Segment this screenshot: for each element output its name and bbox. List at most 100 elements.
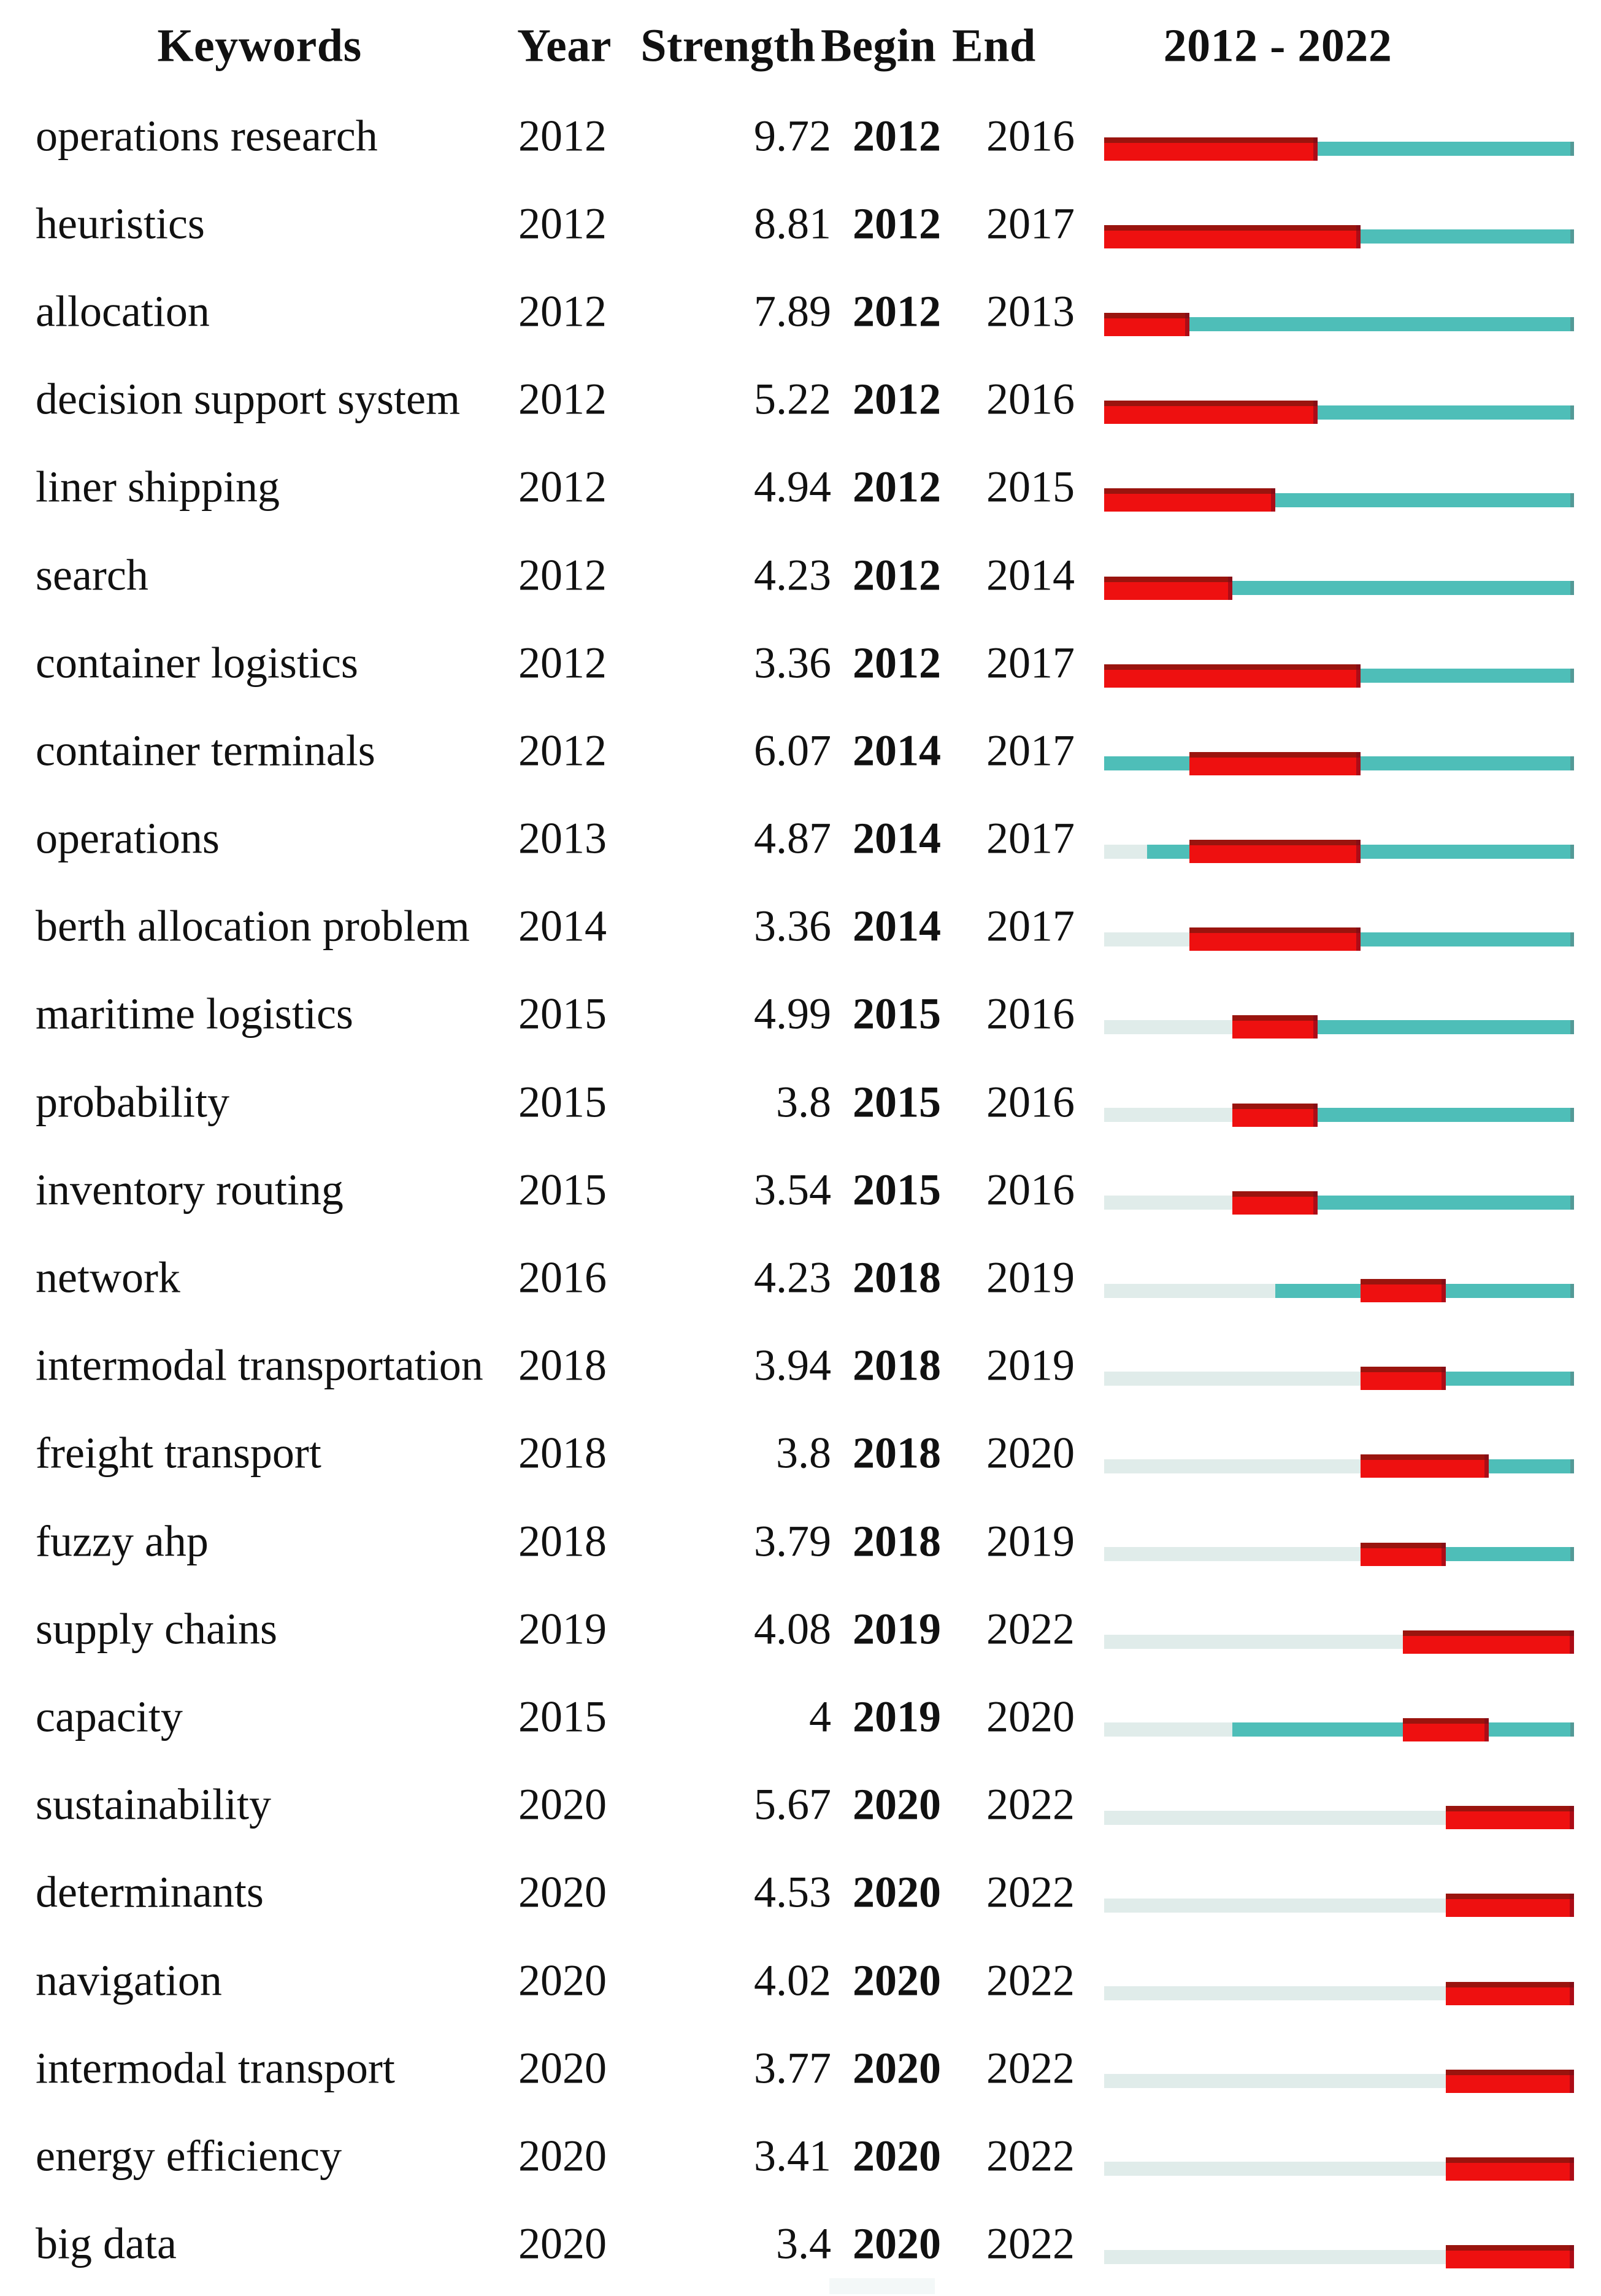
keyword-label: intermodal transport xyxy=(36,2043,395,2093)
pre-appearance-segment xyxy=(1104,1283,1275,1298)
strength-value: 3.41 xyxy=(754,2131,831,2181)
begin-value: 2012 xyxy=(853,199,941,248)
begin-value: 2015 xyxy=(853,1077,941,1127)
table-body: operations research 2012 9.72 2012 2016 … xyxy=(0,92,1601,2288)
burst-segment xyxy=(1232,1015,1318,1039)
year-value: 2012 xyxy=(518,286,607,336)
header-timeline-range: 2012 - 2022 xyxy=(1163,20,1392,72)
strength-value: 7.89 xyxy=(754,286,831,336)
strength-value: 4 xyxy=(809,1692,831,1741)
keyword-label: decision support system xyxy=(36,374,460,424)
timeline-bar xyxy=(1104,750,1574,777)
post-burst-segment xyxy=(1318,1108,1574,1123)
burst-segment xyxy=(1232,1103,1318,1127)
pre-appearance-segment xyxy=(1104,1371,1361,1386)
burst-segment xyxy=(1104,312,1190,336)
timeline-bar xyxy=(1104,838,1574,865)
strength-value: 4.53 xyxy=(754,1867,831,1917)
end-value: 2016 xyxy=(986,989,1075,1039)
strength-value: 3.36 xyxy=(754,638,831,688)
keyword-label: container terminals xyxy=(36,726,375,775)
end-value: 2014 xyxy=(986,550,1075,600)
strength-value: 5.67 xyxy=(754,1780,831,1829)
burst-segment xyxy=(1232,1191,1318,1215)
end-value: 2020 xyxy=(986,1428,1075,1478)
strength-value: 3.8 xyxy=(776,1077,831,1127)
active-segment xyxy=(1146,844,1190,859)
keyword-label: allocation xyxy=(36,286,210,336)
end-value: 2017 xyxy=(986,199,1075,248)
burst-segment xyxy=(1104,664,1361,688)
end-value: 2016 xyxy=(986,1165,1075,1215)
pre-appearance-segment xyxy=(1104,1810,1446,1825)
strength-value: 3.36 xyxy=(754,901,831,951)
begin-value: 2019 xyxy=(853,1604,941,1654)
keyword-label: supply chains xyxy=(36,1604,277,1654)
burst-segment xyxy=(1189,927,1361,951)
begin-value: 2020 xyxy=(853,2043,941,2093)
post-burst-segment xyxy=(1318,1019,1574,1034)
keyword-label: navigation xyxy=(36,1956,222,2005)
table-row: freight transport 2018 3.8 2018 2020 xyxy=(0,1410,1601,1497)
begin-value: 2012 xyxy=(853,462,941,512)
pre-appearance-segment xyxy=(1104,2162,1446,2176)
keyword-label: capacity xyxy=(36,1692,183,1741)
begin-value: 2020 xyxy=(853,1867,941,1917)
year-value: 2018 xyxy=(518,1340,607,1390)
end-value: 2017 xyxy=(986,726,1075,775)
active-segment xyxy=(1104,756,1190,771)
year-value: 2012 xyxy=(518,550,607,600)
burst-segment xyxy=(1446,2069,1574,2093)
begin-value: 2018 xyxy=(853,1253,941,1302)
end-value: 2022 xyxy=(986,1780,1075,1829)
keyword-label: heuristics xyxy=(36,199,205,248)
year-value: 2015 xyxy=(518,1692,607,1741)
begin-value: 2018 xyxy=(853,1340,941,1390)
year-value: 2020 xyxy=(518,1867,607,1917)
timeline-bar xyxy=(1104,1453,1574,1480)
timeline-bar xyxy=(1104,1189,1574,1216)
keyword-label: energy efficiency xyxy=(36,2131,342,2181)
year-value: 2014 xyxy=(518,901,607,951)
end-value: 2022 xyxy=(986,1604,1075,1654)
pre-appearance-segment xyxy=(1104,2249,1446,2264)
end-value: 2019 xyxy=(986,1340,1075,1390)
year-value: 2020 xyxy=(518,1780,607,1829)
year-value: 2019 xyxy=(518,1604,607,1654)
pre-appearance-segment xyxy=(1104,2074,1446,2089)
begin-value: 2020 xyxy=(853,2131,941,2181)
post-burst-segment xyxy=(1318,1196,1574,1210)
keyword-label: sustainability xyxy=(36,1780,271,1829)
keyword-label: operations research xyxy=(36,111,378,161)
strength-value: 3.94 xyxy=(754,1340,831,1390)
timeline-bar xyxy=(1104,486,1574,513)
burst-segment xyxy=(1360,1542,1446,1566)
timeline-bar xyxy=(1104,1365,1574,1392)
keyword-label: big data xyxy=(36,2219,177,2268)
burst-segment xyxy=(1446,1981,1574,2005)
end-value: 2019 xyxy=(986,1253,1075,1302)
year-value: 2012 xyxy=(518,462,607,512)
begin-value: 2015 xyxy=(853,1165,941,1215)
begin-value: 2012 xyxy=(853,638,941,688)
table-row: fuzzy ahp 2018 3.79 2018 2019 xyxy=(0,1497,1601,1585)
timeline-bar xyxy=(1104,1892,1574,1919)
keyword-label: probability xyxy=(36,1077,229,1127)
year-value: 2012 xyxy=(518,111,607,161)
keyword-label: operations xyxy=(36,813,220,863)
end-value: 2020 xyxy=(986,1692,1075,1741)
strength-value: 4.23 xyxy=(754,1253,831,1302)
end-value: 2017 xyxy=(986,813,1075,863)
strength-value: 4.23 xyxy=(754,550,831,600)
post-burst-segment xyxy=(1360,669,1574,683)
begin-value: 2015 xyxy=(853,989,941,1039)
table-header: Keywords Year Strength Begin End 2012 - … xyxy=(0,0,1601,92)
begin-value: 2020 xyxy=(853,2219,941,2268)
keyword-label: intermodal transportation xyxy=(36,1340,483,1390)
begin-value: 2012 xyxy=(853,374,941,424)
timeline-bar xyxy=(1104,1804,1574,1831)
strength-value: 3.8 xyxy=(776,1428,831,1478)
timeline-bar xyxy=(1104,575,1574,602)
year-value: 2016 xyxy=(518,1253,607,1302)
